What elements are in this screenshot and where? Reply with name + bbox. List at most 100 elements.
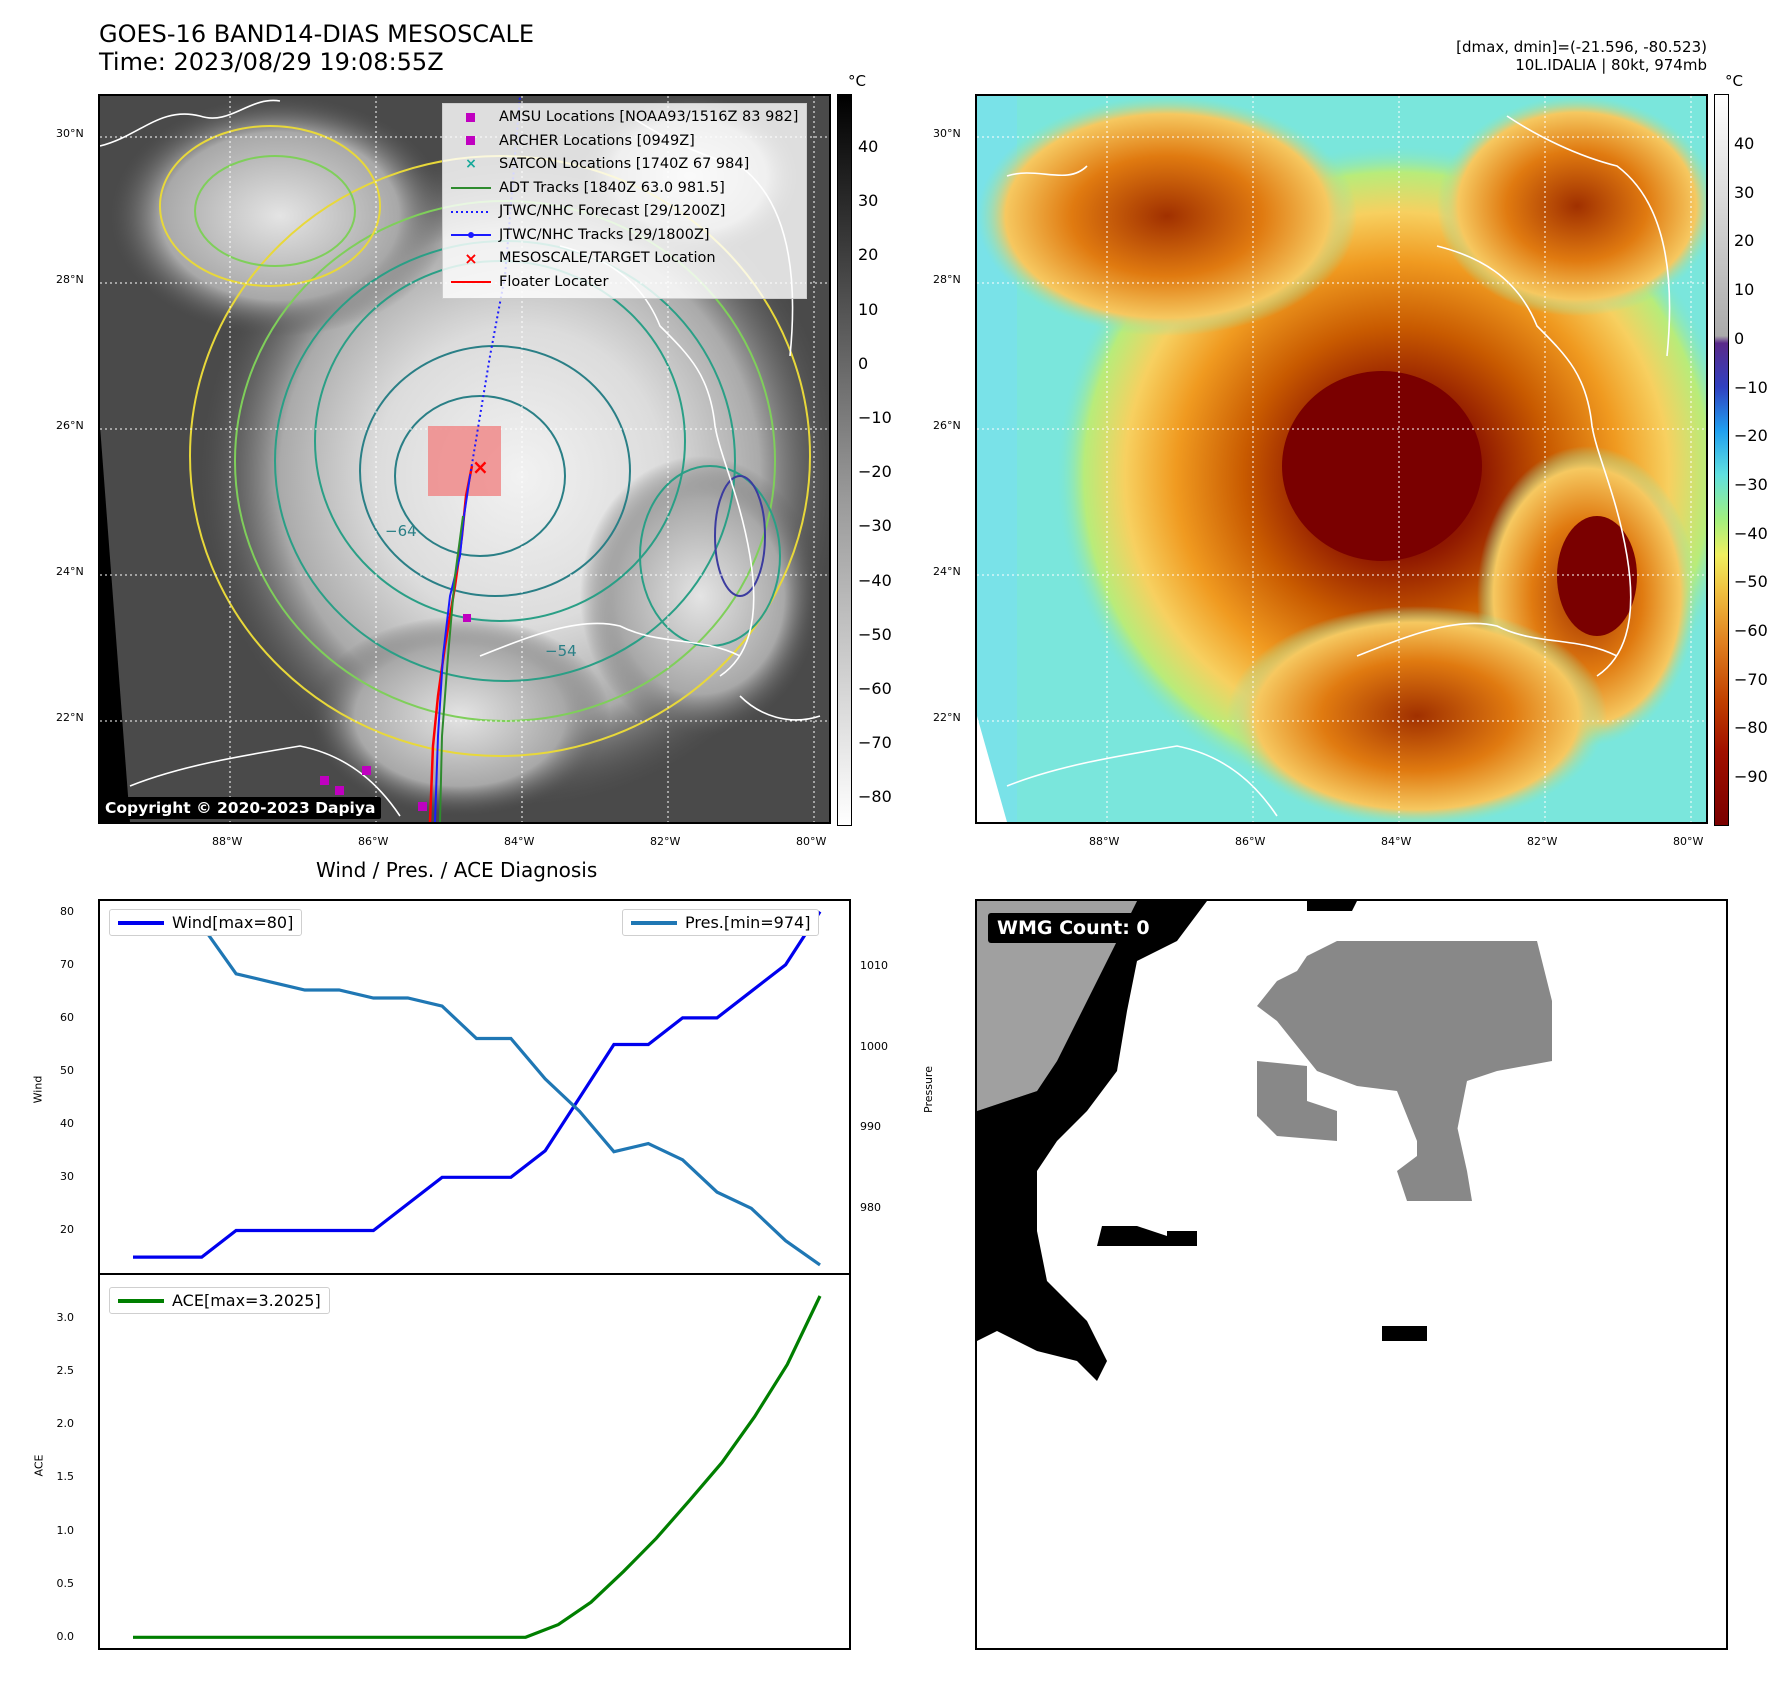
lat-tick: 26°N [933,419,961,432]
lat-tick: 28°N [56,273,84,286]
wind-pres-plot [133,910,822,1267]
lon-tick: 88°W [212,835,243,848]
storm-info-line: 10L.IDALIA | 80kt, 974mb [1515,56,1707,74]
colorbar-right-tick-label: 0 [1734,328,1745,348]
figure-title: GOES-16 BAND14-DIAS MESOSCALE Time: 2023… [99,20,534,76]
colorbar-right-tick-label: −80 [1734,718,1768,738]
colorbar-right-tick-label: −90 [1734,767,1768,787]
wind-ylabel: Wind [31,1075,45,1104]
axis-tick-label: 40 [60,1117,74,1131]
enhanced-ir-map-image [977,96,1706,822]
axis-tick-label: 20 [60,1223,74,1237]
colorbar-right-tick-label: −70 [1734,669,1768,689]
wmg-mask-image [977,901,1726,1648]
map-legend: AMSU Locations [NOAA93/1516Z 83 982] ARC… [442,103,808,299]
lat-tick: 30°N [933,127,961,140]
colorbar-left-tick-label: −70 [858,733,892,753]
colorbar-left-tick-label: −50 [858,624,892,644]
lon-tick: 88°W [1089,835,1120,848]
lon-tick: 86°W [358,835,389,848]
axis-tick-label: 70 [60,957,74,971]
title-line-1: GOES-16 BAND14-DIAS MESOSCALE [99,20,535,48]
contour-label: −54 [545,642,577,660]
colorbar-right-tick-label: −40 [1734,523,1768,543]
axis-tick-label: 980 [860,1201,881,1215]
lon-tick: 80°W [1673,835,1704,848]
axis-tick-label: 1010 [860,958,888,972]
colorbar-right-tick-label: −20 [1734,426,1768,446]
colorbar-left-tick-label: 40 [858,137,879,156]
axis-tick-label: 990 [860,1120,881,1134]
lon-tick: 84°W [504,835,535,848]
colorbar-right-tick-label: −10 [1734,377,1768,397]
axis-tick-label: 1.5 [56,1470,75,1484]
lat-tick: 22°N [933,711,961,724]
wmg-count-badge: WMG Count: 0 [988,913,1159,943]
axis-tick-label: 0.5 [56,1577,75,1591]
ace-series-line [133,1295,822,1639]
diagnosis-title: Wind / Pres. / ACE Diagnosis [316,858,598,882]
ace-plot [133,1295,822,1639]
axis-tick-label: 80 [60,904,74,918]
ace-legend: ACE[max=3.2025] [109,1287,330,1314]
amsu-markers [320,614,471,811]
pressure-series-line [133,923,821,1267]
axis-tick-label: 50 [60,1064,74,1078]
adt-track [439,515,464,822]
legend-item-forecast: JTWC/NHC Forecast [29/1200Z] [451,203,726,219]
lon-tick: 84°W [1381,835,1412,848]
legend-item-floater: Floater Locater [451,273,609,290]
wind-pres-panel [98,899,851,1275]
lon-tick: 80°W [796,835,827,848]
lat-tick: 28°N [933,273,961,286]
lon-tick: 82°W [650,835,681,848]
colorbar-left-tick-label: −10 [858,408,892,427]
colorbar-left-tick-label: −30 [858,516,892,536]
lat-tick: 26°N [56,419,84,432]
colorbar-left-tick-label: 30 [858,191,879,211]
colorbar-right-tick-label: 40 [1734,134,1755,153]
colorbar-right-tick-label: −50 [1734,572,1768,592]
colorbar-left-tick-label: −40 [858,570,892,590]
colorbar-right-tick-label: 30 [1734,182,1755,202]
wind-series-line [133,910,822,1259]
colorbar-left-unit: °C [848,72,866,90]
axis-tick-label: 30 [60,1170,74,1184]
axis-tick-label: 0.0 [56,1630,75,1644]
wind-legend: Wind[max=80] [109,909,303,936]
legend-item-archer: ARCHER Locations [0949Z] [451,130,798,154]
lon-tick: 82°W [1527,835,1558,848]
legend-item-tracks: JTWC/NHC Tracks [29/1800Z] [451,224,798,248]
axis-tick-label: 1000 [860,1039,888,1053]
copyright-badge: Copyright © 2020-2023 Dapiya [99,797,382,819]
lat-tick: 24°N [933,565,961,578]
colorbar-right-tick-label: 10 [1734,280,1755,300]
wmg-panel [975,899,1728,1650]
contour-label: −64 [385,522,417,540]
colorbar-right-tick-label: 20 [1734,231,1755,251]
axis-tick-label: 1.0 [56,1523,75,1537]
axis-tick-label: 2.0 [56,1417,75,1431]
target-x-marker: × [472,455,489,479]
legend-item-satcon: × SATCON Locations [1740Z 67 984] [465,156,750,172]
jtwc-track [434,475,471,822]
colorbar-right-tick-label: −30 [1734,474,1768,494]
ace-ylabel: ACE [32,1454,46,1477]
colorbar-right-unit: °C [1725,72,1743,90]
enhanced-ir-map-panel [975,94,1708,824]
pressure-ylabel: Pressure [921,1066,935,1113]
legend-item-amsu: AMSU Locations [NOAA93/1516Z 83 982] [451,106,798,130]
colorbar-left-tick-label: −60 [858,679,892,698]
lat-tick: 30°N [56,127,84,140]
colorbar-left-tick-label: 0 [858,353,869,373]
axis-tick-label: 60 [60,1010,74,1024]
colorbar-right-tick-label: −60 [1734,621,1768,640]
legend-item-target: × MESOSCALE/TARGET Location [464,249,716,268]
colorbar-left [837,94,852,826]
dmax-dmin-line: [dmax, dmin]=(-21.596, -80.523) [1456,38,1707,56]
colorbar-left-tick-label: −20 [858,462,892,482]
jtwc-forecast [469,96,521,477]
lon-tick: 86°W [1235,835,1266,848]
axis-tick-label: 3.0 [56,1310,75,1324]
target-box [428,426,501,496]
